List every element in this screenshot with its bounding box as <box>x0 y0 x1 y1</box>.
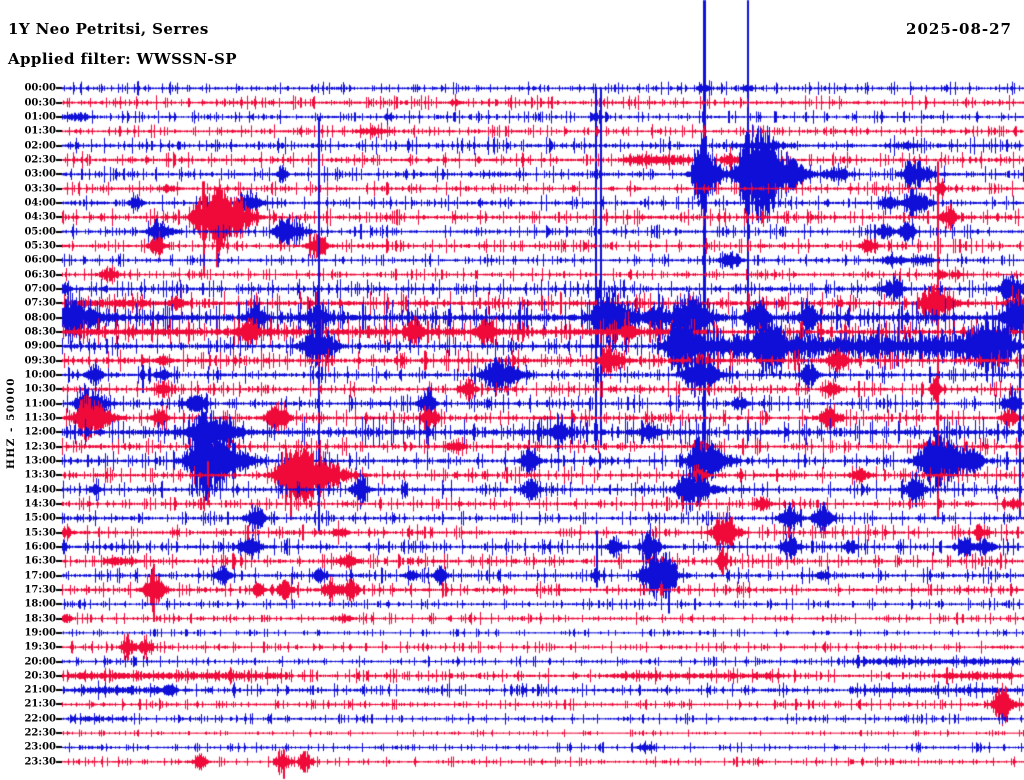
time-label: 00:30 <box>24 97 56 109</box>
time-label: 05:00 <box>24 226 56 238</box>
time-label: 21:00 <box>24 684 56 696</box>
time-label: 04:30 <box>24 211 56 223</box>
time-label: 14:00 <box>24 484 56 496</box>
time-label: 20:30 <box>24 670 56 682</box>
time-label: 13:00 <box>24 455 56 467</box>
time-label: 03:00 <box>24 168 56 180</box>
time-label: 23:30 <box>24 756 56 768</box>
time-label: 22:00 <box>24 713 56 725</box>
date-label: 2025-08-27 <box>906 20 1012 38</box>
time-label: 16:00 <box>24 541 56 553</box>
time-label: 13:30 <box>24 469 56 481</box>
time-label: 08:30 <box>24 326 56 338</box>
time-label: 02:30 <box>24 154 56 166</box>
time-label: 15:00 <box>24 512 56 524</box>
time-label: 12:30 <box>24 441 56 453</box>
time-label: 09:30 <box>24 355 56 367</box>
time-label: 14:30 <box>24 498 56 510</box>
time-label: 04:00 <box>24 197 56 209</box>
time-label: 11:00 <box>24 398 56 410</box>
time-label: 16:30 <box>24 555 56 567</box>
time-label: 03:30 <box>24 183 56 195</box>
filter-label: Applied filter: WWSSN-SP <box>8 50 237 68</box>
time-label: 18:00 <box>24 598 56 610</box>
time-label: 10:00 <box>24 369 56 381</box>
time-label: 21:30 <box>24 698 56 710</box>
time-label: 02:00 <box>24 140 56 152</box>
time-label: 20:00 <box>24 656 56 667</box>
time-label: 17:30 <box>24 584 56 596</box>
time-label: 11:30 <box>24 412 56 424</box>
time-label: 00:00 <box>24 82 56 94</box>
time-label: 01:00 <box>24 111 56 123</box>
time-label: 10:30 <box>24 383 56 395</box>
time-label: 17:00 <box>24 570 56 582</box>
time-label: 19:30 <box>24 641 56 653</box>
time-label: 07:30 <box>24 297 56 309</box>
time-label: 09:00 <box>24 340 56 352</box>
time-label: 08:00 <box>24 312 56 324</box>
time-label: 07:00 <box>24 283 56 295</box>
time-label: 18:30 <box>24 613 56 624</box>
time-label: 06:00 <box>24 254 56 266</box>
time-label: 05:30 <box>24 240 56 252</box>
time-label: 12:00 <box>24 426 56 438</box>
time-label: 19:00 <box>24 627 56 639</box>
time-label: 06:30 <box>24 269 56 281</box>
station-title: 1Y Neo Petritsi, Serres <box>8 20 209 38</box>
time-label: 01:30 <box>24 125 56 137</box>
time-label: 22:30 <box>24 727 56 739</box>
time-label: 15:30 <box>24 527 56 539</box>
time-label: 23:00 <box>24 741 56 753</box>
